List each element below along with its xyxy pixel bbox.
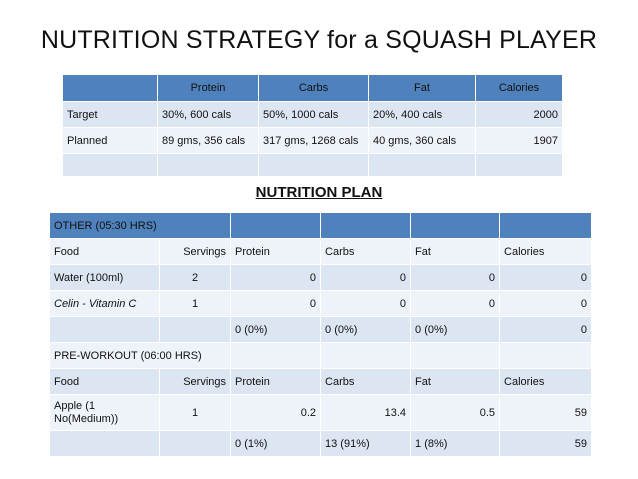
- total-protein: 0 (0%): [230, 316, 322, 343]
- summary-row-empty: [62, 153, 563, 177]
- plan-cell: [230, 212, 322, 239]
- column-header-row: Food Servings Protein Carbs Fat Calories: [49, 238, 593, 265]
- carbs-value: 0: [320, 290, 412, 317]
- plan-cell: [499, 342, 593, 369]
- food-name: Apple (1 No(Medium)): [49, 394, 160, 431]
- section-name: OTHER (05:30 HRS): [48, 212, 232, 239]
- col-carbs: Carbs: [320, 238, 412, 265]
- plan-cell: [158, 430, 232, 457]
- col-fat: Fat: [410, 368, 501, 395]
- section-header-row: OTHER (05:30 HRS): [48, 212, 593, 239]
- table-row: Apple (1 No(Medium)) 1 0.2 13.4 0.5 59: [49, 394, 593, 431]
- servings-value: 1: [158, 394, 232, 431]
- total-carbs: 0 (0%): [320, 316, 412, 343]
- protein-value: 0: [230, 290, 322, 317]
- table-row: Celin - Vitamin C 1 0 0 0 0: [49, 290, 593, 317]
- section-name: PRE-WORKOUT (06:00 HRS): [48, 342, 232, 369]
- summary-cell: 1907: [475, 127, 563, 154]
- col-servings: Servings: [158, 368, 232, 395]
- plan-cell: [320, 212, 412, 239]
- food-name: Water (100ml): [49, 264, 160, 291]
- calories-value: 59: [499, 394, 593, 431]
- summary-header-carbs: Carbs: [258, 74, 369, 102]
- total-calories: 0: [499, 316, 593, 343]
- column-header-row: Food Servings Protein Carbs Fat Calories: [49, 368, 593, 395]
- table-row: Water (100ml) 2 0 0 0 0: [49, 264, 593, 291]
- food-name: Celin - Vitamin C: [49, 290, 160, 317]
- plan-table: OTHER (05:30 HRS) Food Servings Protein …: [48, 212, 593, 457]
- plan-cell: [158, 316, 232, 343]
- summary-cell: [258, 153, 369, 177]
- summary-table: Protein Carbs Fat Calories Target 30%, 6…: [62, 74, 563, 177]
- summary-cell: 20%, 400 cals: [368, 101, 476, 128]
- plan-cell: [410, 342, 501, 369]
- plan-cell: [230, 342, 322, 369]
- carbs-value: 0: [320, 264, 412, 291]
- fat-value: 0: [410, 290, 501, 317]
- col-protein: Protein: [230, 238, 322, 265]
- summary-cell: Planned: [62, 127, 158, 154]
- col-protein: Protein: [230, 368, 322, 395]
- total-protein: 0 (1%): [230, 430, 322, 457]
- summary-cell: Target: [62, 101, 158, 128]
- total-fat: 0 (0%): [410, 316, 501, 343]
- summary-header-calories: Calories: [475, 74, 563, 102]
- col-calories: Calories: [499, 368, 593, 395]
- summary-header-blank: [62, 74, 158, 102]
- servings-value: 2: [158, 264, 232, 291]
- plan-cell: [499, 212, 593, 239]
- servings-value: 1: [158, 290, 232, 317]
- summary-cell: [62, 153, 158, 177]
- carbs-value: 13.4: [320, 394, 412, 431]
- summary-cell: 2000: [475, 101, 563, 128]
- protein-value: 0: [230, 264, 322, 291]
- plan-cell: [410, 212, 501, 239]
- plan-cell: [320, 342, 412, 369]
- col-food: Food: [49, 238, 160, 265]
- summary-cell: [157, 153, 259, 177]
- slide-title: NUTRITION STRATEGY for a SQUASH PLAYER: [40, 26, 598, 54]
- col-fat: Fat: [410, 238, 501, 265]
- calories-value: 0: [499, 264, 593, 291]
- summary-cell: [368, 153, 476, 177]
- total-calories: 59: [499, 430, 593, 457]
- summary-cell: 30%, 600 cals: [157, 101, 259, 128]
- summary-cell: 50%, 1000 cals: [258, 101, 369, 128]
- summary-cell: 89 gms, 356 cals: [157, 127, 259, 154]
- calories-value: 0: [499, 290, 593, 317]
- summary-row-planned: Planned 89 gms, 356 cals 317 gms, 1268 c…: [62, 127, 563, 154]
- total-fat: 1 (8%): [410, 430, 501, 457]
- summary-cell: 40 gms, 360 cals: [368, 127, 476, 154]
- col-servings: Servings: [158, 238, 232, 265]
- section-header-row: PRE-WORKOUT (06:00 HRS): [48, 342, 593, 369]
- col-carbs: Carbs: [320, 368, 412, 395]
- fat-value: 0.5: [410, 394, 501, 431]
- protein-value: 0.2: [230, 394, 322, 431]
- summary-cell: 317 gms, 1268 cals: [258, 127, 369, 154]
- summary-header-row: Protein Carbs Fat Calories: [62, 74, 563, 102]
- totals-row: 0 (0%) 0 (0%) 0 (0%) 0: [49, 316, 593, 343]
- total-carbs: 13 (91%): [320, 430, 412, 457]
- col-calories: Calories: [499, 238, 593, 265]
- col-food: Food: [49, 368, 160, 395]
- totals-row: 0 (1%) 13 (91%) 1 (8%) 59: [49, 430, 593, 457]
- summary-header-protein: Protein: [157, 74, 259, 102]
- summary-row-target: Target 30%, 600 cals 50%, 1000 cals 20%,…: [62, 101, 563, 128]
- fat-value: 0: [410, 264, 501, 291]
- summary-cell: [475, 153, 563, 177]
- summary-header-fat: Fat: [368, 74, 476, 102]
- plan-cell: [49, 430, 160, 457]
- plan-title: NUTRITION PLAN: [255, 184, 383, 201]
- plan-cell: [49, 316, 160, 343]
